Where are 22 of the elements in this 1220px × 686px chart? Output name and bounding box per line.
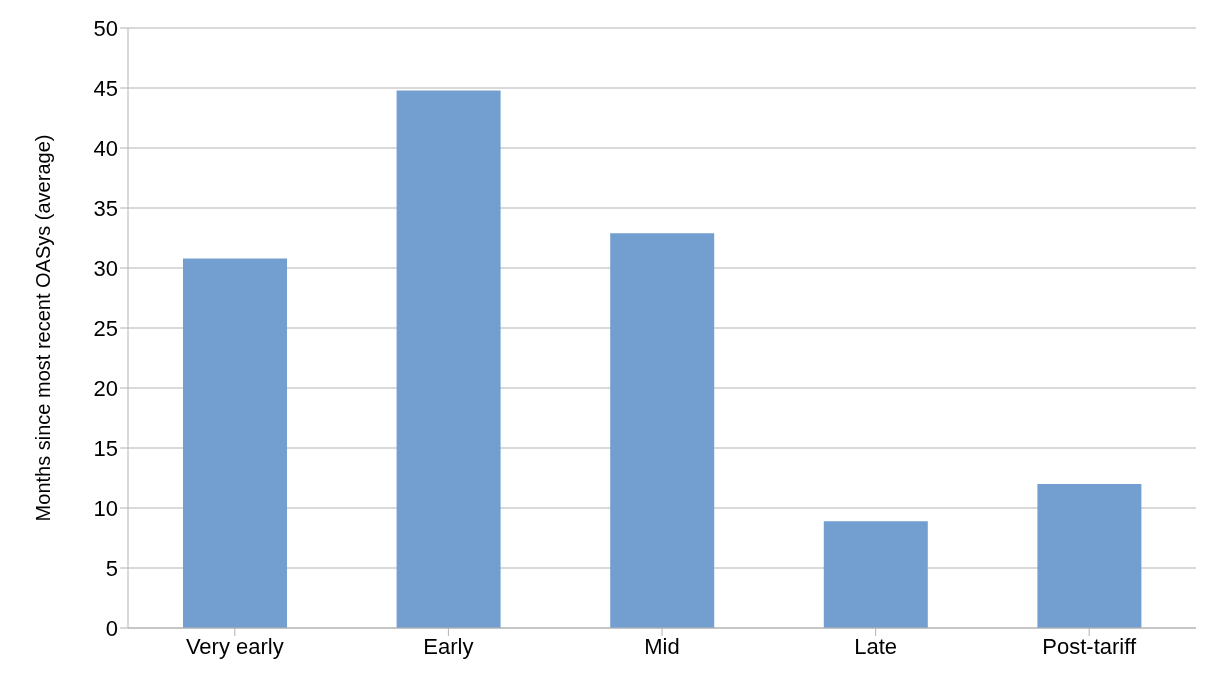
x-tick-label: Late (854, 633, 898, 659)
y-tick-label: 40 (93, 135, 118, 161)
x-tick-label: Post-tariff (1042, 633, 1137, 659)
x-tick-label: Early (423, 633, 474, 659)
bar (1037, 484, 1142, 628)
y-tick-label: 5 (105, 555, 118, 581)
y-axis-title: Months since most recent OASys (average) (32, 134, 55, 522)
y-tick-label: 0 (105, 615, 118, 641)
bar (183, 258, 287, 628)
y-tick-label: 10 (93, 495, 118, 521)
bar (823, 521, 928, 628)
y-tick-label: 20 (93, 375, 118, 401)
y-tick-label: 45 (93, 75, 118, 101)
y-tick-label: 30 (93, 255, 118, 281)
y-tick-label: 15 (93, 435, 118, 461)
bar (396, 90, 501, 628)
y-tick-label: 50 (93, 15, 118, 41)
x-tick-label: Very early (185, 633, 284, 659)
bar (610, 233, 715, 628)
y-tick-label: 25 (93, 315, 118, 341)
x-tick-label: Mid (644, 633, 680, 659)
y-tick-label: 35 (93, 195, 118, 221)
